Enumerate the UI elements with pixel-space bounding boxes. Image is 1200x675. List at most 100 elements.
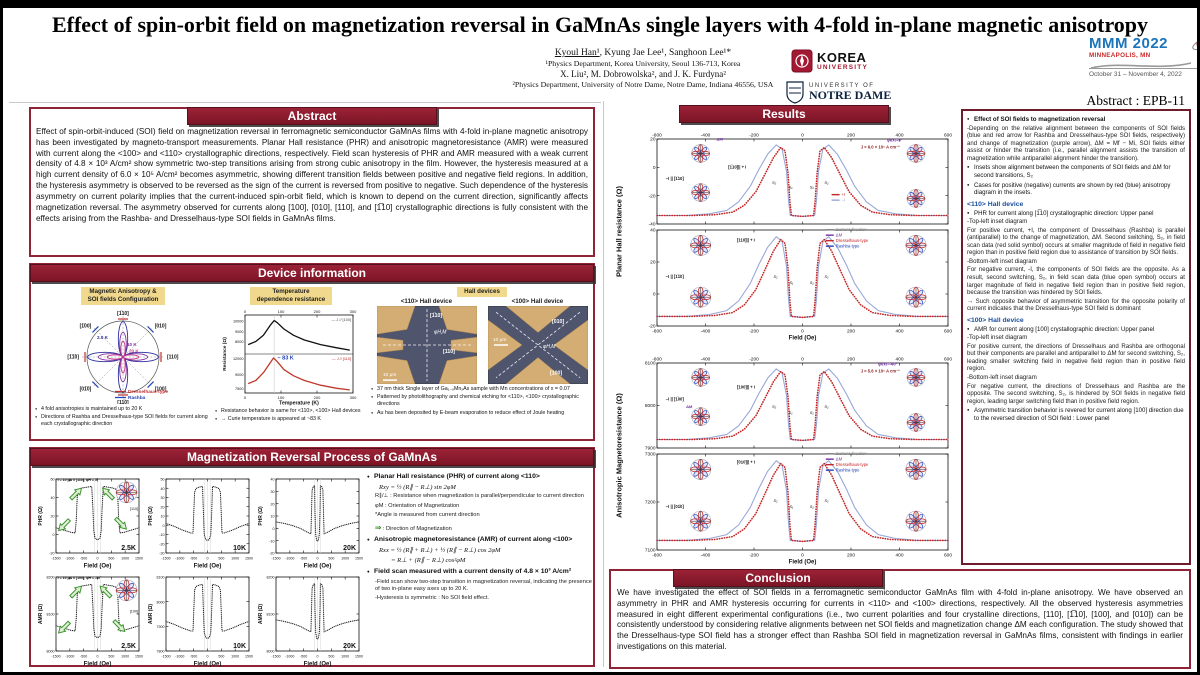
svg-text:Field (Oe): Field (Oe) [789, 560, 817, 566]
mmm-planet-icon [1192, 37, 1197, 51]
svg-text:0: 0 [53, 533, 55, 537]
svg-text:[1̅00]: [1̅00] [80, 322, 92, 329]
svg-text:10K: 10K [233, 643, 246, 650]
mmm-title: MMM 2022 [1089, 35, 1169, 52]
svg-text:Dresselhaus-type: Dresselhaus-type [836, 462, 869, 467]
anisotropy-panel: Magnetic Anisotropy & SOI fields Configu… [35, 285, 211, 427]
svg-text:PHR (Ω): PHR (Ω) [38, 506, 44, 526]
svg-text:-30: -30 [159, 552, 164, 556]
svg-text:Field (Oe): Field (Oe) [84, 564, 112, 570]
svg-text:-200: -200 [749, 133, 759, 139]
abstract-text: Effect of spin-orbit-induced (SOI) field… [36, 127, 588, 223]
svg-text:J = 6.0 × 10⁵ A cm⁻²: J = 6.0 × 10⁵ A cm⁻² [861, 144, 901, 149]
svg-text:0: 0 [244, 395, 247, 400]
svg-text:AMR (Ω): AMR (Ω) [38, 604, 44, 624]
svg-text:[010]|| + I: [010]|| + I [737, 460, 755, 465]
svg-text:40: 40 [271, 478, 275, 482]
notre-dame-shield-icon [786, 81, 804, 104]
svg-text:40: 40 [161, 487, 165, 491]
results-notes: Effect of SOI fields to magnetization re… [961, 109, 1191, 565]
results-note: For negative current, the directions of … [967, 382, 1185, 405]
results-note: -Top-left inset diagram [967, 218, 1028, 226]
svg-text:8000: 8000 [235, 340, 243, 344]
svg-text:0: 0 [653, 292, 656, 298]
svg-text:400: 400 [895, 329, 903, 335]
svg-text:[1̅1̅0]: [1̅1̅0] [67, 353, 79, 360]
svg-text:I = 10 μA // [100], φH = -40°: I = 10 μA // [100], φH = -40° [58, 576, 102, 580]
svg-text:-500: -500 [80, 655, 87, 659]
svg-text:0: 0 [801, 329, 804, 335]
svg-text:-1500: -1500 [161, 557, 170, 561]
svg-text:Current direction: Current direction [836, 227, 868, 232]
svg-text:8000: 8000 [47, 650, 55, 654]
svg-text:-500: -500 [190, 557, 197, 561]
svg-text:Field (Oe): Field (Oe) [84, 662, 112, 668]
temperature-resistance-plot: 0 0 100 100 200 200 300 300 10000 9000 8000 12000 90… [221, 306, 361, 407]
amr-plot-10k: -1500 -1000 -500 0 500 1000 1500 8100 8000 7900 78… [147, 571, 253, 668]
hall-100-caption: <100> Hall device [511, 297, 564, 305]
hall-bullet: Patterned by photolithography and chemic… [371, 394, 593, 407]
svg-text:100: 100 [278, 395, 285, 400]
svg-text:0: 0 [801, 133, 804, 139]
svg-text:-1500: -1500 [161, 655, 170, 659]
svg-text:-400: -400 [701, 329, 711, 335]
svg-text:-600: -600 [652, 329, 662, 335]
anisotropy-bullet: Directions of Rashba and Dresselhaus-typ… [35, 414, 211, 427]
amr-plot-20k: -1500 -1000 -500 0 500 1000 1500 8200 8100 8000 Fi… [257, 571, 363, 668]
svg-text:30: 30 [161, 496, 165, 500]
svg-text:8100: 8100 [267, 613, 275, 617]
svg-text:-1000: -1000 [175, 557, 184, 561]
svg-text:S₁: S₁ [810, 184, 815, 189]
fieldscan-note: -Hysteresis is symmetric : No SOI field … [375, 595, 489, 602]
svg-text:-400: -400 [701, 357, 711, 363]
results-note: For negative current, -I, the components… [967, 266, 1185, 297]
svg-text:1500: 1500 [355, 655, 363, 659]
results-note: -Bottom-left inset diagram [967, 374, 1037, 381]
svg-text:S₂: S₂ [772, 180, 777, 185]
svg-text:+I: +I [842, 192, 846, 197]
korea-university-logo: KOREA UNIVERSITY [791, 49, 868, 73]
svg-text:-20: -20 [649, 193, 656, 199]
abstract-number: Abstract : EPB-11 [1086, 93, 1186, 108]
svg-text:10 μm: 10 μm [493, 337, 506, 343]
svg-text:20K: 20K [343, 643, 356, 650]
phr-plot-20k: -1500 -1000 -500 0 500 1000 1500 40 30 20 10 0 -10 -2… [257, 473, 363, 570]
svg-text:Field (Oe): Field (Oe) [789, 336, 817, 342]
svg-text:-400: -400 [701, 553, 711, 559]
svg-text:S₂: S₂ [824, 498, 829, 503]
svg-text:200: 200 [314, 395, 321, 400]
svg-text:8000: 8000 [645, 403, 656, 409]
fieldscan-note-title: Field scan measured with a current densi… [367, 568, 593, 576]
svg-text:−I || [1̅10]: −I || [1̅10] [666, 176, 685, 181]
svg-text:600: 600 [944, 133, 952, 139]
svg-text:1500: 1500 [245, 557, 253, 561]
affiliation-1: ¹Physics Department, Korea University, S… [545, 59, 741, 68]
svg-text:S₂: S₂ [773, 274, 778, 279]
svg-text:7900: 7900 [157, 625, 165, 629]
svg-text:[100]: [100] [550, 370, 562, 376]
svg-text:1500: 1500 [355, 557, 363, 561]
svg-text:1000: 1000 [121, 655, 129, 659]
hall-110-micrograph: [1̅10] [110] φH,M 10 μm [376, 305, 477, 385]
results-note: -Bottom-left inset diagram [967, 257, 1037, 265]
svg-text:-20: -20 [159, 542, 164, 546]
hall-devices-panel: Hall devices <110> Hall device <100> Hal… [371, 285, 593, 416]
results-100-heading: <100> Hall device [967, 316, 1024, 324]
results-note: Cases for positive (negative) currents a… [967, 182, 1185, 197]
svg-text:10: 10 [161, 515, 165, 519]
hall-devices-title: Hall devices [457, 287, 507, 297]
column-divider [603, 101, 604, 667]
svg-text:20: 20 [51, 515, 55, 519]
svg-text:φH,M: φH,M [434, 329, 447, 335]
svg-text:Dresselhaus-type: Dresselhaus-type [128, 389, 168, 395]
results-plots: Planar Hall resistance (Ω) Anisotropic M… [609, 127, 959, 567]
svg-text:[010]: [010] [155, 323, 167, 329]
svg-text:J = 5.6 × 10⁵ A cm⁻²: J = 5.6 × 10⁵ A cm⁻² [861, 368, 901, 373]
svg-text:0: 0 [244, 309, 247, 314]
svg-text:1000: 1000 [231, 655, 239, 659]
svg-text:−I || [1̅1̅0]: −I || [1̅1̅0] [666, 274, 685, 279]
conclusion-heading: Conclusion [673, 569, 883, 587]
svg-text:8200: 8200 [267, 576, 275, 580]
magrev-section: Magnetization Reversal Process of GaMnAs… [29, 447, 595, 668]
